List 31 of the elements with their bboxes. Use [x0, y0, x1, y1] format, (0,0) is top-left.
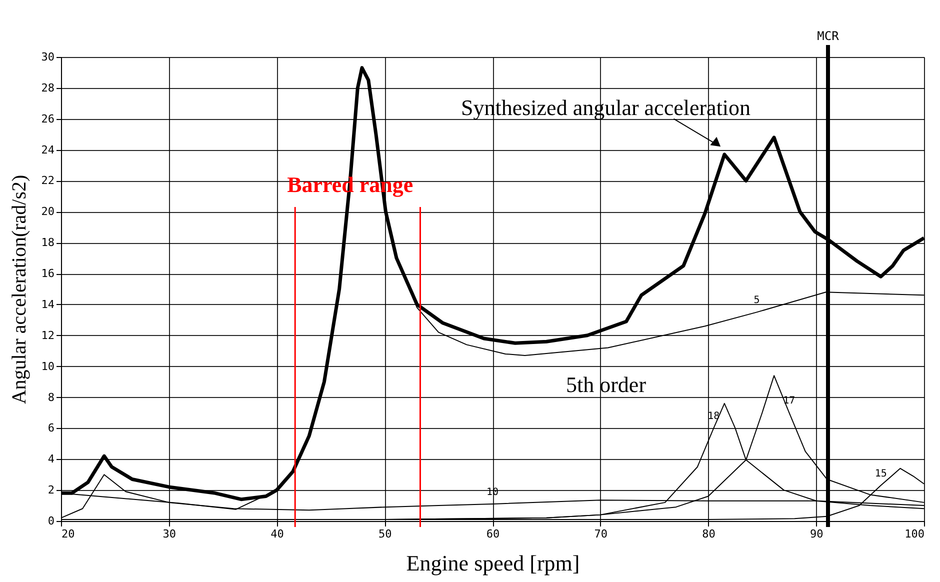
y-tick-label: 26	[41, 112, 54, 126]
y-tick-label: 0	[48, 514, 54, 528]
y-tick-label: 14	[41, 298, 55, 311]
y-tick-label: 12	[41, 328, 54, 342]
x-tick-label: 100	[904, 528, 924, 540]
x-tick-label: 40	[270, 528, 284, 540]
ref-line-label: MCR	[817, 29, 840, 43]
y-tick-label: 8	[48, 390, 54, 404]
y-tick-label: 2	[48, 484, 54, 497]
x-tick-label: 30	[162, 528, 176, 540]
x-tick-label: 60	[486, 528, 500, 540]
y-tick-label: 24	[41, 143, 55, 156]
y-tick-label: 10	[41, 360, 54, 373]
x-axis-title: Engine speed [rpm]	[406, 550, 580, 576]
series-label: 5	[754, 295, 760, 306]
series-label: 15	[874, 468, 887, 480]
y-tick-label: 18	[41, 236, 54, 250]
series-label: 17	[783, 396, 796, 407]
y-axis-title: Angular acceleration(rad/s2)	[8, 174, 30, 404]
y-tick-label: 20	[41, 205, 54, 218]
y-tick-label: 16	[41, 267, 54, 280]
x-tick-label: 20	[62, 528, 75, 540]
y-tick-label: 28	[41, 81, 54, 94]
x-tick-label: 80	[702, 528, 716, 540]
y-tick-label: 22	[41, 174, 54, 188]
y-tick-label: 4	[48, 452, 55, 466]
x-tick-label: 90	[810, 528, 824, 540]
y-tick-label: 30	[41, 50, 54, 64]
x-tick-label: 50	[378, 528, 392, 540]
y-tick-label: 6	[48, 422, 54, 435]
x-tick-label: 70	[594, 528, 608, 540]
